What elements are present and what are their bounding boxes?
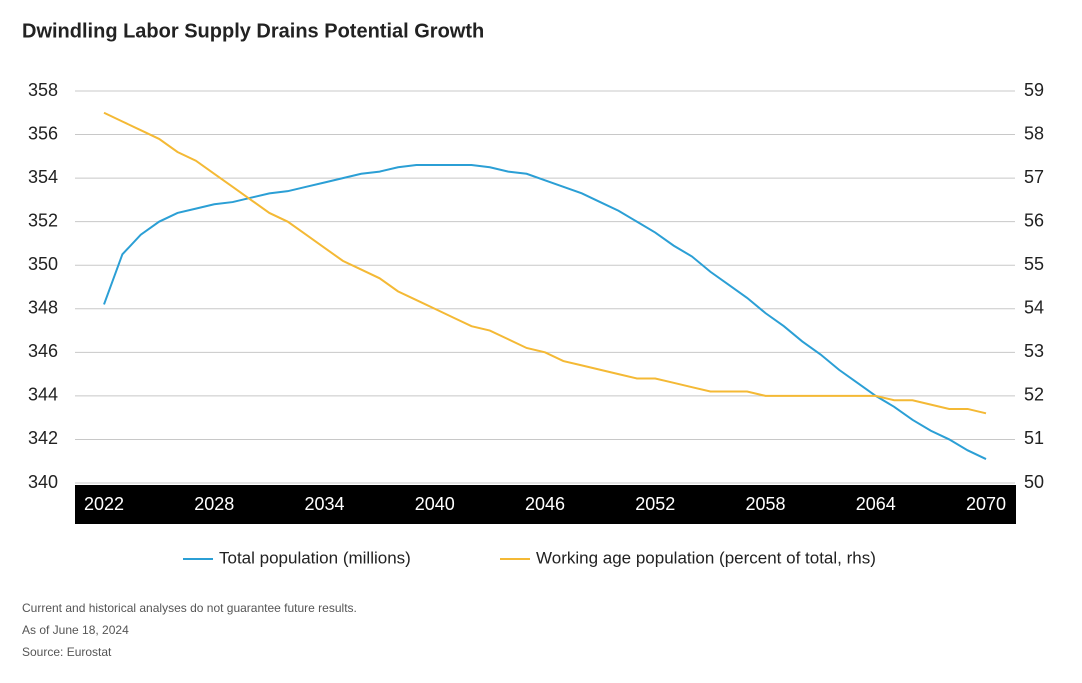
x-tick-label: 2028 — [194, 494, 234, 514]
x-tick-label: 2040 — [415, 494, 455, 514]
y2-tick-label: 56 — [1024, 210, 1044, 230]
y-tick-label: 352 — [28, 210, 58, 230]
x-tick-label: 2034 — [304, 494, 344, 514]
legend-label: Total population (millions) — [219, 548, 411, 567]
y-tick-label: 354 — [28, 167, 58, 187]
y-tick-label: 340 — [28, 472, 58, 492]
y2-tick-label: 52 — [1024, 385, 1044, 405]
x-tick-label: 2022 — [84, 494, 124, 514]
y2-tick-label: 55 — [1024, 254, 1044, 274]
series-line — [103, 164, 987, 460]
y2-tick-label: 59 — [1024, 80, 1044, 100]
x-tick-label: 2064 — [856, 494, 896, 514]
x-tick-label: 2046 — [525, 494, 565, 514]
y2-tick-label: 58 — [1024, 123, 1044, 143]
footnote: Current and historical analyses do not g… — [22, 601, 357, 615]
legend-label: Working age population (percent of total… — [536, 548, 876, 567]
footnote: As of June 18, 2024 — [22, 623, 129, 637]
y2-tick-label: 50 — [1024, 472, 1044, 492]
chart-title: Dwindling Labor Supply Drains Potential … — [22, 20, 484, 42]
y2-tick-label: 53 — [1024, 341, 1044, 361]
y-tick-label: 350 — [28, 254, 58, 274]
y-tick-label: 348 — [28, 298, 58, 318]
y-tick-label: 342 — [28, 428, 58, 448]
y-tick-label: 346 — [28, 341, 58, 361]
y2-tick-label: 51 — [1024, 428, 1044, 448]
y2-tick-label: 57 — [1024, 167, 1044, 187]
series-line — [103, 111, 987, 415]
x-tick-label: 2070 — [966, 494, 1006, 514]
x-tick-label: 2052 — [635, 494, 675, 514]
x-axis-band — [75, 485, 1016, 524]
footnote: Source: Eurostat — [22, 645, 112, 659]
y2-tick-label: 54 — [1024, 298, 1044, 318]
y-tick-label: 358 — [28, 80, 58, 100]
x-tick-label: 2058 — [745, 494, 785, 514]
y-tick-label: 344 — [28, 385, 58, 405]
y-tick-label: 356 — [28, 123, 58, 143]
